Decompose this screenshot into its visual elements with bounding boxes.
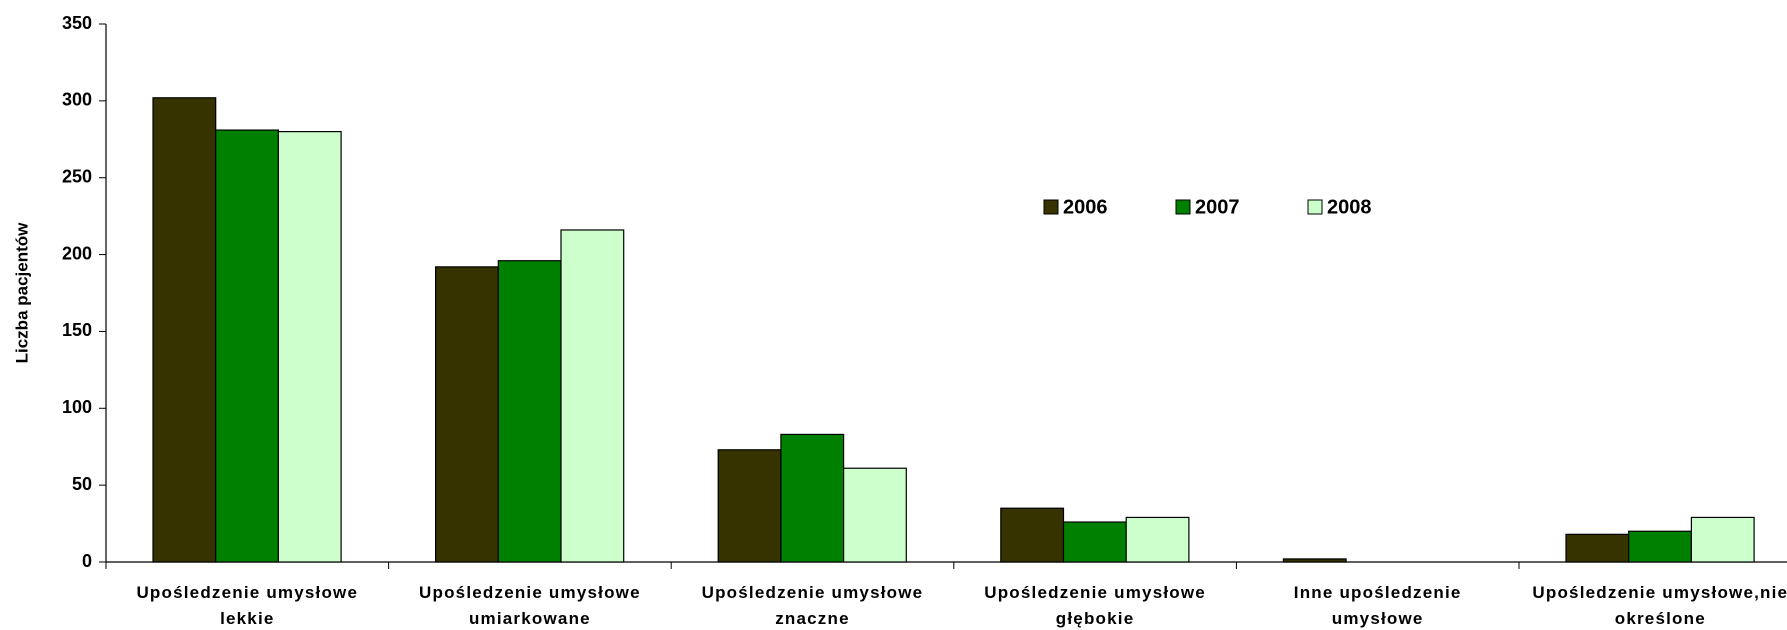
bar: [497, 260, 562, 563]
bar: [842, 467, 907, 563]
y-tick-label: 0: [82, 551, 92, 571]
bar: [1282, 558, 1347, 563]
y-tick-label: 200: [62, 243, 92, 263]
y-tick-label: 100: [62, 397, 92, 417]
x-tick-label: Inne upośledzenie umysłowe: [1293, 583, 1462, 628]
x-tick-label: Upośledzenie umysłowe znaczne: [701, 583, 924, 628]
bar: [1062, 521, 1127, 563]
y-tick-label: 300: [62, 90, 92, 110]
bar: [277, 131, 342, 563]
y-axis-label: Liczba pacjentów: [12, 222, 31, 364]
bar: [152, 97, 217, 563]
legend-swatch: [1307, 199, 1323, 215]
bar: [560, 229, 625, 563]
bar: [1125, 516, 1190, 563]
legend-swatch: [1175, 199, 1191, 215]
bar: [1690, 516, 1755, 563]
y-tick-label: 150: [62, 320, 92, 340]
bar: [1628, 530, 1692, 563]
legend-swatch: [1043, 199, 1059, 215]
y-tick-label: 350: [62, 13, 92, 33]
bar: [435, 266, 499, 563]
x-tick-label: Upośledzenie umysłowe umiarkowane: [419, 583, 641, 628]
bar: [1000, 507, 1065, 563]
legend-label: 2008: [1327, 196, 1372, 218]
y-tick-label: 250: [62, 166, 92, 186]
bar: [780, 433, 845, 563]
x-tick-label: Upośledzenie umysłowe głębokie: [984, 583, 1206, 628]
x-tick-label: Upośledzenie umysłowe lekkie: [136, 583, 359, 628]
y-tick-label: 50: [72, 474, 92, 494]
x-tick-label: Upośledzenie umysłowe,nie określone: [1532, 583, 1787, 628]
bar: [1565, 533, 1630, 563]
bar: [215, 129, 279, 563]
bar: [717, 449, 782, 563]
legend-label: 2006: [1063, 196, 1108, 218]
legend-label: 2007: [1195, 196, 1240, 218]
